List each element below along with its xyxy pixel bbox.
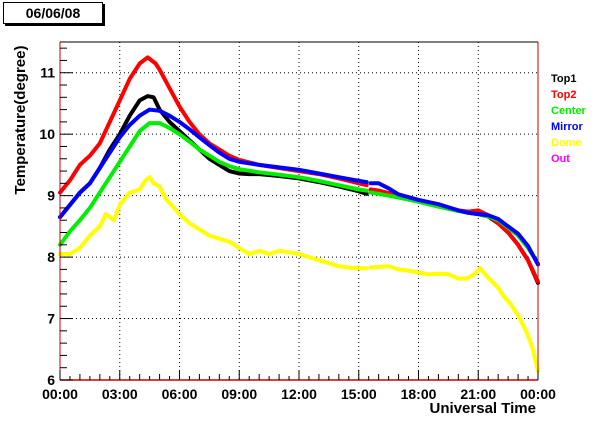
y-tick-label: 11 (40, 65, 55, 81)
x-tick-label: 09:00 (221, 386, 257, 402)
x-tick-label: 00:00 (42, 386, 78, 402)
y-tick-label: 7 (47, 311, 55, 327)
series-dome-line (58, 175, 540, 373)
legend-item-top2: Top2 (551, 89, 576, 101)
y-axis-title: Temperature(degree) (12, 46, 29, 195)
axis-ticks: 00:00 03:00 06:00 09:00 12:00 15:00 18:00 21:00… (39, 47, 556, 402)
legend: Top1 Top2 Center Mirror Dome Out (551, 73, 587, 165)
series-group (58, 55, 540, 373)
x-tick-label: 18:00 (401, 386, 437, 402)
x-tick-label: 15:00 (341, 386, 377, 402)
x-tick-label: 03:00 (102, 386, 138, 402)
legend-item-dome: Dome (551, 137, 582, 149)
x-tick-label: 00:00 (520, 386, 556, 402)
date-label: 06/06/08 (3, 2, 103, 24)
x-tick-label: 21:00 (460, 386, 496, 402)
x-tick-label: 06:00 (162, 386, 198, 402)
y-tick-label: 8 (47, 249, 55, 265)
y-tick-label: 10 (39, 126, 55, 142)
y-tick-label: 6 (47, 372, 55, 388)
legend-item-center: Center (551, 105, 587, 117)
y-tick-label: 9 (47, 188, 55, 204)
x-tick-label: 12:00 (281, 386, 317, 402)
legend-item-top1: Top1 (551, 73, 576, 85)
x-axis-title: Universal Time (430, 400, 536, 417)
legend-item-mirror: Mirror (551, 121, 584, 133)
legend-item-out: Out (551, 153, 570, 165)
series-mirror-line (58, 107, 540, 267)
